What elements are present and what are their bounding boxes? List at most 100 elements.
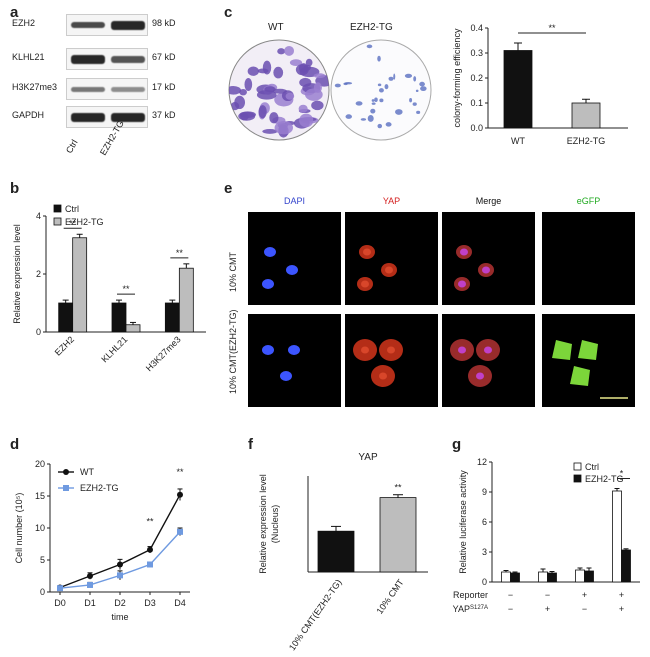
micrograph-tile <box>248 314 341 407</box>
cell-nucleus <box>280 371 292 381</box>
row-mark: − <box>508 604 513 614</box>
colony <box>285 92 295 100</box>
blot-size-label: 17 kD <box>152 82 176 92</box>
y-tick-label: 9 <box>482 487 487 497</box>
bar <box>612 490 622 583</box>
colony <box>262 129 278 134</box>
significance-label: ** <box>176 248 184 258</box>
data-point <box>147 561 153 568</box>
cell-nucleus <box>458 280 466 288</box>
colony <box>374 97 378 102</box>
column-header: eGFP <box>576 196 601 206</box>
x-tick-label: 10% CMT <box>374 577 405 616</box>
bar <box>575 569 585 583</box>
blot-lane-label: Ctrl <box>64 137 80 155</box>
x-tick-label: EZH2-TG <box>567 136 606 146</box>
panel-c-letter: c <box>224 4 233 21</box>
cell-nucleus <box>476 372 484 380</box>
bar <box>58 302 74 333</box>
cell-body <box>578 340 598 360</box>
y-axis-label: Relative expression level <box>12 224 22 324</box>
bar <box>111 302 127 333</box>
cell-nucleus <box>460 248 468 256</box>
colony <box>269 112 279 124</box>
colony <box>264 86 276 93</box>
plate-label-wt: WT <box>268 22 284 33</box>
colony <box>234 95 246 110</box>
y-tick-label: 0.3 <box>470 48 483 58</box>
row-label: YAPS127A <box>453 604 488 614</box>
bar <box>503 50 533 129</box>
legend-swatch <box>53 204 62 213</box>
colony <box>299 113 314 128</box>
x-tick-label: KLHL21 <box>99 334 129 364</box>
blot-band <box>71 112 105 122</box>
colony <box>415 89 419 93</box>
cell-nucleus <box>286 265 298 275</box>
cell-nucleus <box>385 266 393 274</box>
colony <box>409 97 413 103</box>
y-tick-label: 0 <box>40 587 45 597</box>
blot-row-label: EZH2 <box>12 18 36 28</box>
cell-body <box>570 366 590 386</box>
row-mark: + <box>545 604 550 614</box>
cell-nucleus <box>264 247 276 257</box>
legend-swatch <box>573 462 582 471</box>
row-mark: + <box>619 590 624 600</box>
colony <box>413 76 417 82</box>
micrograph-tile <box>345 212 438 305</box>
colony <box>298 104 308 113</box>
cell-nucleus <box>262 279 274 289</box>
panel-d-letter: d <box>10 436 20 453</box>
row-mark: − <box>582 604 587 614</box>
colony-efficiency-chart: 0.0 0.1 0.2 0.3 0.4 colony-forming efficiency… <box>452 23 628 146</box>
colony <box>303 64 312 71</box>
legend-label: Ctrl <box>65 204 79 214</box>
blot-band <box>111 55 145 63</box>
expression-bar-chart: 0 2 4 Relative expression level ** EZH2 ** KLHL… <box>12 204 206 373</box>
significance-label: ** <box>548 23 556 33</box>
colony <box>305 58 313 67</box>
legend-label: WT <box>80 467 94 477</box>
colony <box>412 102 417 106</box>
legend-swatch <box>573 474 582 483</box>
significance-label: ** <box>69 218 77 228</box>
colony <box>378 88 384 93</box>
colony <box>371 99 375 102</box>
colony <box>404 73 413 79</box>
cell-nucleus <box>363 248 371 256</box>
row-mark: + <box>582 590 587 600</box>
colony <box>384 84 389 90</box>
colony <box>244 78 253 92</box>
colony <box>334 83 341 88</box>
panel-f-letter: f <box>248 436 253 453</box>
significance-label: ** <box>394 483 402 493</box>
colony <box>370 108 376 114</box>
bar <box>501 571 511 583</box>
x-tick-label: D3 <box>144 598 156 608</box>
colony <box>284 45 295 56</box>
colony <box>273 66 284 79</box>
colony <box>366 44 373 49</box>
y-tick-label: 5 <box>40 555 45 565</box>
blot-band <box>111 86 145 92</box>
bar <box>571 102 601 129</box>
bar <box>317 530 355 573</box>
colony <box>311 100 324 111</box>
colony <box>289 59 303 66</box>
panel-a-letter: a <box>10 4 19 21</box>
cell-nucleus <box>379 372 387 380</box>
y-tick-label: 0 <box>36 327 41 337</box>
colony <box>277 48 286 55</box>
data-point <box>57 585 63 592</box>
blot-strip <box>66 14 148 36</box>
blot-band <box>71 86 105 92</box>
legend-label: EZH2-TG <box>80 483 119 493</box>
colony <box>247 66 259 76</box>
significance-label: ** <box>176 467 184 477</box>
micrograph-tile <box>248 212 341 305</box>
colony-plates <box>228 39 432 141</box>
blot-size-label: 37 kD <box>152 110 176 120</box>
row-label: 10% CMT <box>228 251 238 292</box>
colony <box>393 73 396 80</box>
